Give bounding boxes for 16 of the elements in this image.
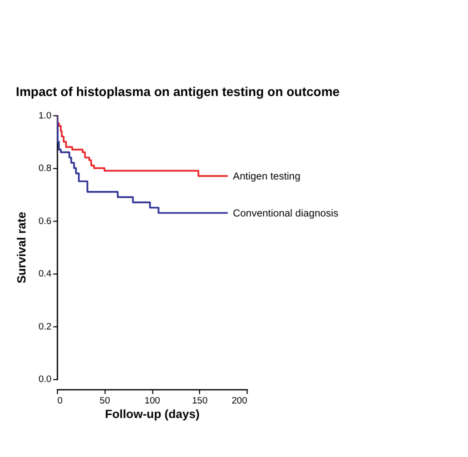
y-tick-label: 0.2 (38, 321, 52, 332)
chart-title: Impact of histoplasma on antigen testing on outcome (16, 84, 340, 99)
x-tick-label: 50 (100, 395, 110, 406)
series-label: Antigen testing (232, 171, 301, 182)
y-tick-label: 0.4 (38, 268, 52, 279)
x-axis-title: Follow-up (days) (105, 406, 200, 421)
y-tick-label: 0.8 (38, 163, 52, 174)
series-label: Conventional diagnosis (232, 208, 338, 220)
y-axis-title: Survival rate (14, 212, 29, 284)
x-tick-label: 150 (192, 395, 208, 406)
x-tick-label: 100 (144, 395, 160, 406)
y-tick-label: 1.0 (38, 110, 52, 120)
y-tick-label: 0.6 (38, 216, 52, 226)
x-tick-label: 0 (57, 395, 63, 406)
x-tick-label: 200 (232, 395, 248, 406)
y-tick-label: 0.0 (38, 374, 52, 384)
